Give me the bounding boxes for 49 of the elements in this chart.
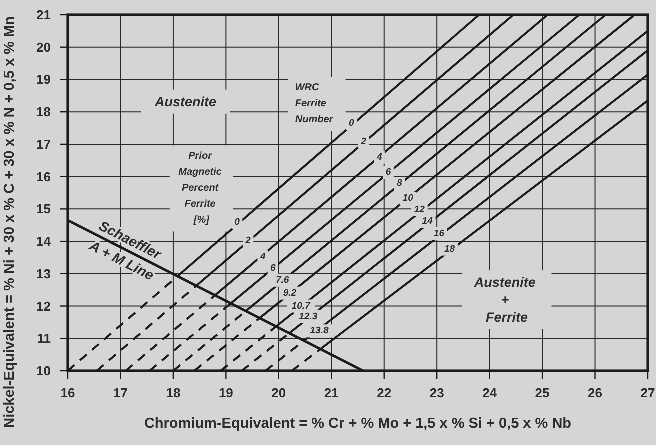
y-tick-label: 21 (36, 8, 51, 22)
annotation: 6 (270, 263, 276, 274)
y-tick-label: 12 (36, 298, 51, 314)
y-axis-title: Nickel-Equivalent = % Ni + 30 x % C + 30 x % N + 0,5 x % Mn (2, 16, 18, 428)
y-tick-label: 14 (36, 234, 52, 250)
annotation: WRC Ferrite Number (295, 82, 334, 126)
annotation: 8 (397, 178, 404, 190)
annotation: 0 (234, 216, 241, 228)
annotation: 2 (244, 236, 252, 247)
annotation: 12 (414, 204, 426, 216)
x-tick-label: 24 (482, 386, 498, 400)
x-tick-label: 19 (218, 386, 234, 400)
y-tick-label: 16 (36, 169, 51, 184)
y-tick-label: 11 (37, 331, 51, 346)
x-tick-label: 16 (60, 386, 76, 400)
annotation: 10 (402, 193, 414, 204)
x-tick-label: 21 (324, 386, 339, 400)
x-tick-label: 18 (166, 386, 181, 400)
y-tick-label: 13 (36, 266, 51, 282)
annotation: 9.2 (283, 288, 298, 299)
annotation: 6 (386, 167, 392, 178)
x-tick-label: 27 (640, 386, 656, 400)
x-tick-label: 26 (588, 386, 603, 400)
x-axis-title: Chromium-Equivalent = % Cr + % Mo + 1,5 x % Si + 0,5 x % Nb (144, 416, 572, 432)
y-tick-label: 10 (36, 364, 51, 378)
x-tick-label: 23 (430, 386, 444, 400)
x-tick-label: 22 (377, 386, 392, 400)
annotation: Austenite (154, 94, 217, 110)
annotation: 10.7 (292, 300, 312, 312)
annotation: 7.6 (276, 274, 290, 286)
annotation: Prior Magnetic Percent Ferrite [%] (178, 151, 225, 226)
x-tick-label: 20 (272, 386, 286, 400)
annotation: 0 (349, 118, 356, 130)
annotation: 18 (444, 244, 456, 255)
y-tick-label: 15 (36, 202, 51, 217)
annotation: 12.3 (299, 311, 318, 322)
annotation: 16 (434, 228, 446, 240)
y-tick-label: 20 (36, 40, 51, 55)
annotation: 13.8 (310, 326, 330, 337)
annotation: Austenite + Ferrite (473, 274, 540, 325)
y-tick-label: 19 (36, 72, 51, 88)
annotation: 2 (360, 136, 368, 148)
x-tick-label: 17 (113, 386, 128, 400)
x-tick-label: 25 (535, 386, 550, 400)
y-tick-label: 17 (36, 136, 51, 152)
annotation: 4 (376, 152, 383, 163)
y-tick-label: 18 (36, 104, 51, 120)
annotation: 4 (259, 252, 266, 263)
annotation: 14 (422, 216, 434, 227)
